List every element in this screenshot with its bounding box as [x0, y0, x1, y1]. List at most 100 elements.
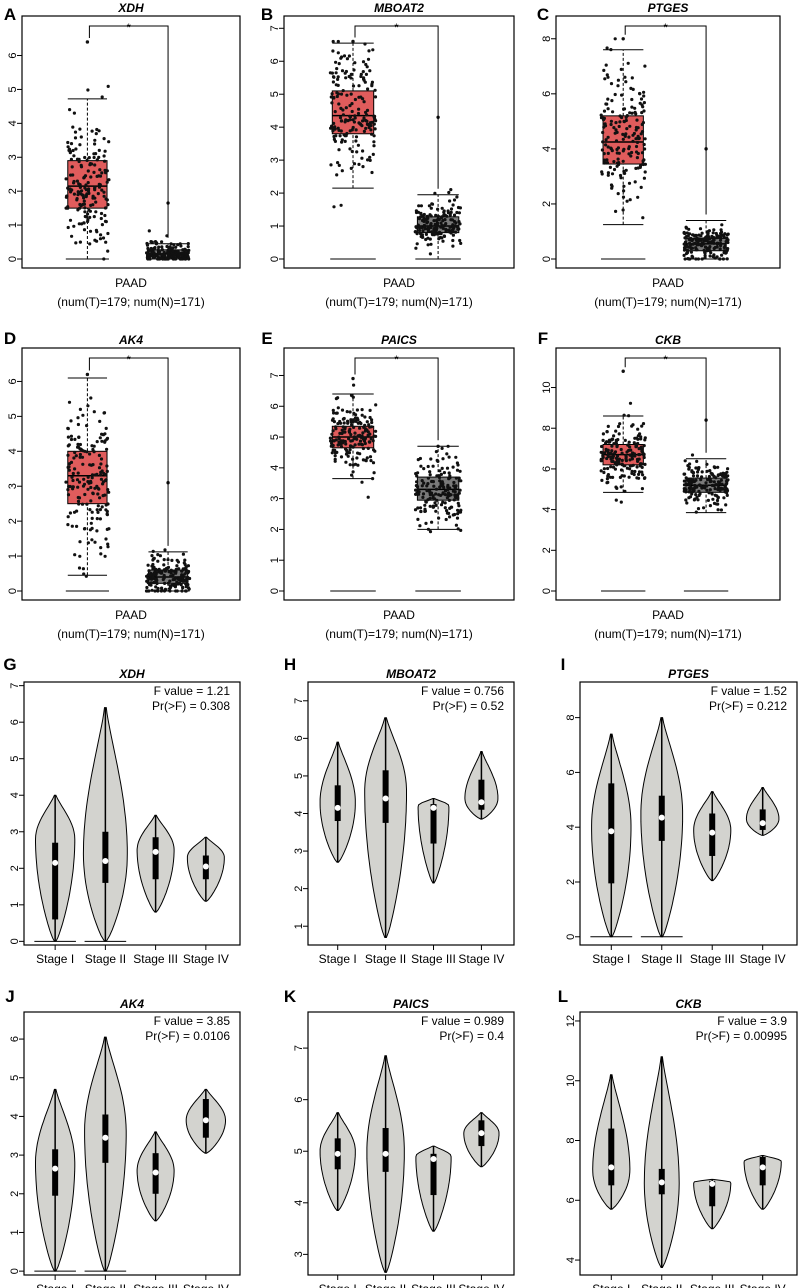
data-point [367, 49, 371, 53]
data-point [617, 162, 621, 167]
data-point [366, 87, 370, 91]
data-point [106, 84, 110, 88]
data-point [633, 436, 637, 440]
data-point [100, 188, 104, 192]
data-point [339, 119, 343, 123]
data-point [366, 446, 370, 450]
data-points [599, 37, 648, 220]
data-point [349, 72, 353, 76]
y-tick-label: 1 [7, 553, 19, 559]
data-point [90, 516, 94, 521]
data-point [345, 410, 349, 414]
data-point [435, 226, 439, 230]
data-point [329, 439, 333, 443]
data-point [434, 218, 439, 223]
y-tick-label: 3 [7, 483, 19, 489]
data-point [632, 441, 636, 445]
data-point [609, 183, 614, 187]
data-point [427, 204, 431, 208]
x-category-label: Stage I [592, 952, 630, 966]
data-point [88, 463, 92, 467]
data-point [66, 225, 70, 230]
data-point [609, 119, 614, 123]
data-point [602, 109, 607, 113]
data-point [711, 240, 715, 244]
data-point [625, 127, 629, 131]
data-point [630, 97, 634, 102]
y-tick-label: 2 [9, 1191, 21, 1197]
data-point [336, 83, 340, 87]
data-point [682, 230, 686, 235]
data-point [447, 498, 451, 502]
data-point [170, 246, 174, 250]
data-point [606, 145, 610, 149]
x-category-label: Stage IV [458, 952, 504, 966]
data-point [85, 502, 89, 506]
y-tick-label: 5 [9, 1075, 21, 1081]
data-point [434, 509, 438, 513]
data-point [347, 437, 351, 441]
violin-iqr-bar [430, 804, 437, 844]
data-point [440, 236, 444, 240]
data-point [100, 505, 104, 509]
data-point [705, 246, 709, 250]
data-point [629, 86, 633, 90]
data-point [416, 506, 420, 510]
data-point [599, 113, 603, 117]
data-point [604, 447, 608, 451]
data-point [627, 475, 631, 479]
data-point [455, 195, 459, 199]
data-point [180, 251, 185, 255]
box-tumor [64, 372, 111, 592]
data-point [712, 465, 716, 469]
data-point [442, 234, 447, 238]
data-point [164, 256, 169, 260]
data-point [336, 161, 340, 165]
chart-title: XDH [118, 667, 145, 681]
data-point [642, 101, 647, 105]
data-point [695, 495, 699, 499]
data-point [178, 242, 182, 246]
data-point [77, 502, 81, 506]
data-point [696, 467, 701, 472]
data-point [429, 457, 433, 461]
data-point [98, 496, 102, 500]
data-point [334, 427, 338, 431]
data-point [78, 202, 82, 207]
data-point [690, 490, 695, 494]
data-point [454, 221, 458, 225]
data-point [345, 131, 349, 136]
data-point [336, 77, 340, 81]
data-point [688, 244, 692, 248]
plot-frame [283, 15, 515, 269]
data-point [435, 474, 439, 478]
data-point [95, 158, 99, 162]
data-point [82, 527, 87, 531]
panel-letter: L [558, 987, 568, 1006]
data-point [145, 243, 150, 247]
data-point [442, 471, 446, 475]
data-point [158, 554, 162, 558]
data-point [451, 203, 455, 207]
data-point [368, 408, 372, 412]
data-point [360, 124, 364, 128]
data-point [330, 451, 334, 455]
data-point [100, 439, 104, 443]
data-point [76, 442, 80, 446]
y-tick-label: 6 [565, 1197, 577, 1203]
data-point [635, 118, 639, 122]
data-point [640, 424, 644, 428]
panel-A: A XDH 0 1 2 3 4 5 6 * PAAD (num(T)=179; num(N)=171) [4, 1, 241, 309]
data-point [157, 245, 161, 249]
data-point [628, 401, 633, 405]
panel-letter: J [5, 987, 14, 1006]
data-point [86, 218, 90, 222]
data-point [332, 121, 336, 125]
data-point [726, 478, 730, 482]
x-category-label: Stage IV [740, 952, 786, 966]
data-point [332, 439, 336, 443]
data-point [609, 48, 613, 52]
data-point [332, 411, 336, 415]
violin-2: Stage II [364, 717, 407, 966]
data-point [72, 224, 76, 228]
